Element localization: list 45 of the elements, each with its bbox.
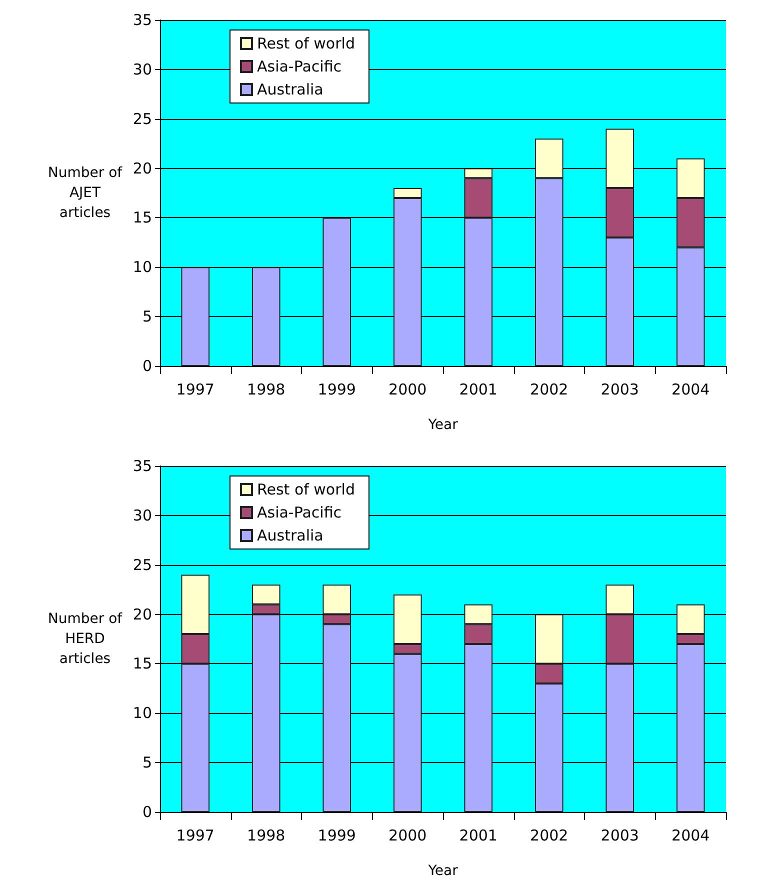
x-tick-label: 2003 <box>600 380 639 398</box>
bar <box>322 218 352 366</box>
bar <box>252 267 280 366</box>
y-tick-label: 5 <box>142 308 152 326</box>
x-tick-label: 2002 <box>530 380 568 398</box>
y-tick-label: 0 <box>142 803 152 821</box>
x-tick-label: 1998 <box>247 380 286 398</box>
x-tick-label: 2001 <box>459 380 498 398</box>
legend-label: Rest of world <box>257 34 355 52</box>
y-tick-label: 20 <box>132 605 152 624</box>
legend-label: Rest of world <box>257 480 355 498</box>
x-tick-label: 2003 <box>600 826 639 844</box>
y-tick-label: 30 <box>132 60 152 78</box>
legend-label: Australia <box>257 526 324 544</box>
legend-label: Asia-Pacific <box>257 58 342 76</box>
y-tick-label: 10 <box>132 258 152 276</box>
x-tick-label: 1997 <box>176 380 214 398</box>
y-tick-label: 5 <box>142 754 152 772</box>
x-tick-label: 2004 <box>672 826 710 844</box>
x-tick-label: 2002 <box>530 826 568 844</box>
y-tick-label: 20 <box>132 159 152 178</box>
x-tick-label: 1999 <box>318 380 356 398</box>
y-tick-label: 15 <box>132 208 152 227</box>
bar <box>181 267 210 366</box>
x-tick-label: 1997 <box>176 826 214 844</box>
x-tick-label: 1999 <box>318 826 356 844</box>
x-tick-label: 2001 <box>459 826 498 844</box>
y-tick-label: 25 <box>132 110 152 128</box>
y-tick-label: 35 <box>132 11 152 29</box>
y-tick-label: 10 <box>132 704 152 722</box>
y-tick-label: 30 <box>132 506 152 524</box>
legend-label: Asia-Pacific <box>257 504 342 522</box>
legend-label: Australia <box>257 80 324 98</box>
x-axis-title: Year <box>427 417 458 433</box>
y-tick-label: 25 <box>132 556 152 574</box>
y-tick-label: 15 <box>132 654 152 673</box>
x-tick-label: 2000 <box>388 826 427 844</box>
x-tick-label: 2000 <box>388 380 427 398</box>
y-tick-label: 35 <box>132 457 152 475</box>
x-axis-title: Year <box>427 863 458 879</box>
x-tick-label: 2004 <box>672 380 710 398</box>
x-tick-label: 1998 <box>247 826 286 844</box>
y-axis-title: Number of HERD articles <box>48 611 124 667</box>
y-axis-title: Number of AJET articles <box>48 165 124 221</box>
y-tick-label: 0 <box>142 357 152 375</box>
